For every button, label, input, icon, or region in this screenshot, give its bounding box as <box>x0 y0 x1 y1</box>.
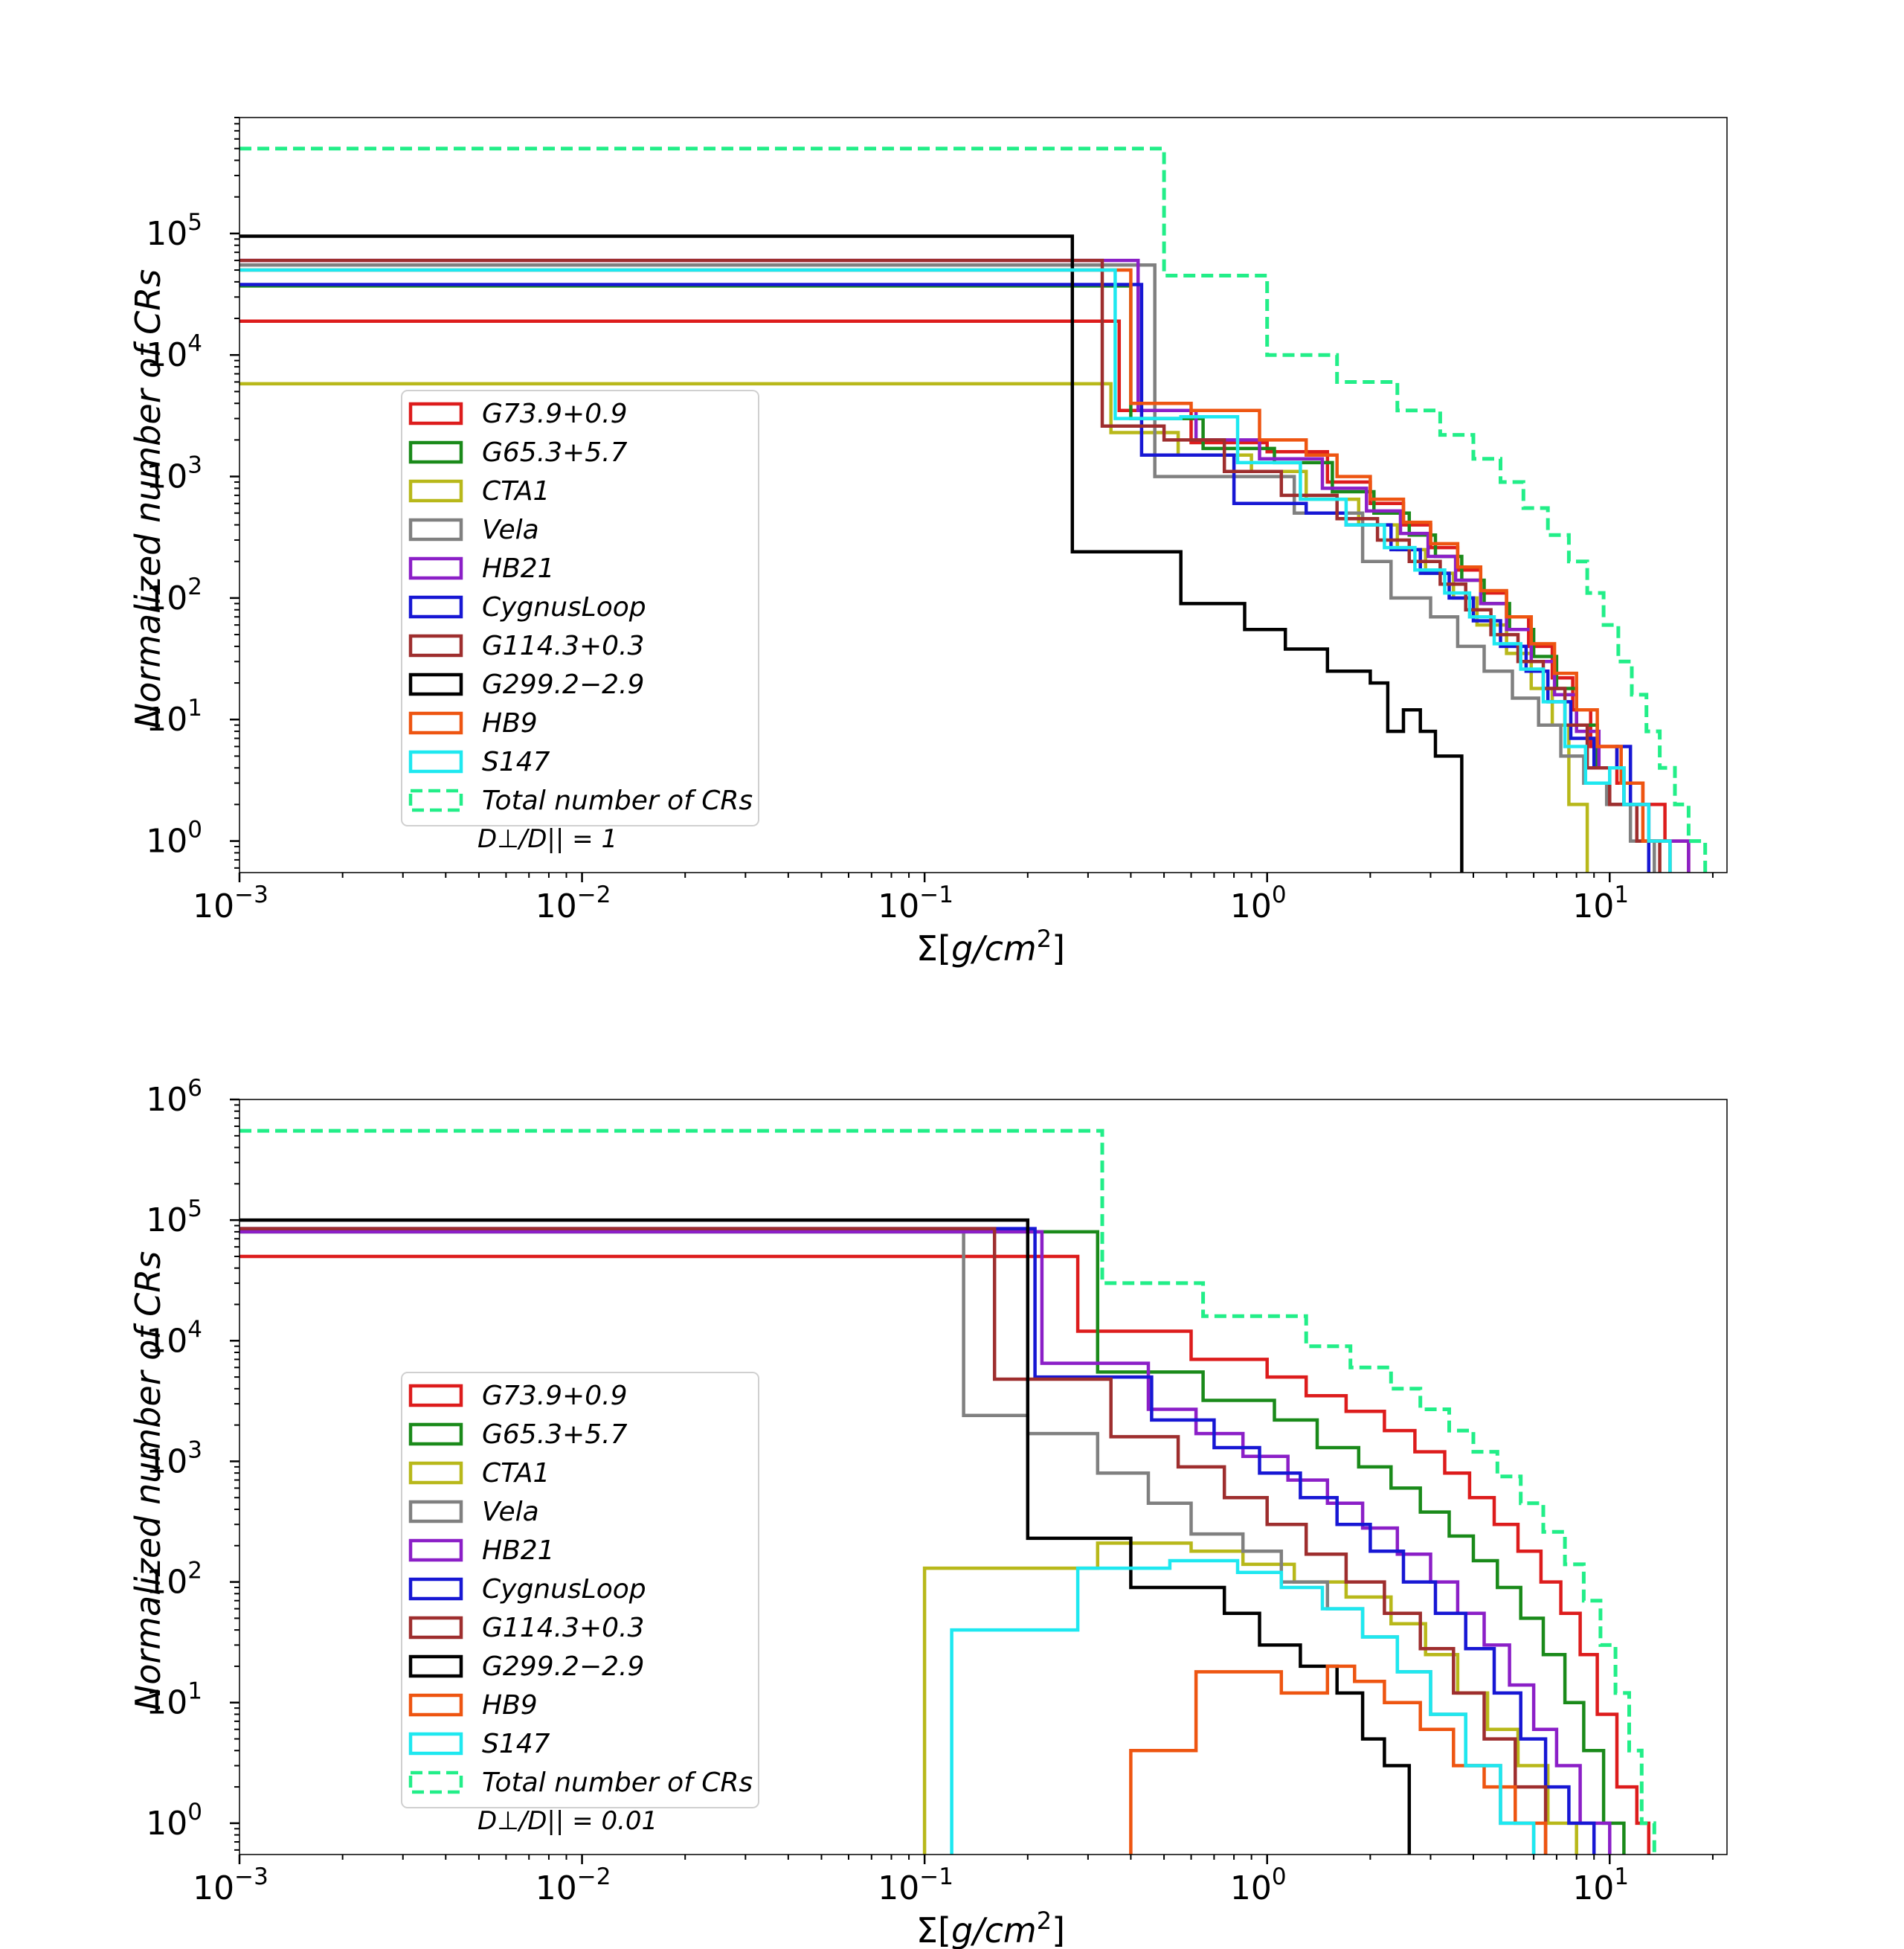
legend-swatch-g114-3-0-3 <box>408 1616 463 1640</box>
series-line-g65-3-5-7 <box>239 1230 1626 1855</box>
legend-label: HB9 <box>482 1690 538 1721</box>
legend-swatch-g114-3-0-3 <box>408 634 463 658</box>
x-tick-label: 100 <box>1230 882 1287 925</box>
x-axis-label: Σ[g/cm2] <box>916 1907 1065 1949</box>
diffusion-annotation: D⊥/D|| = 0.01 <box>477 1806 657 1836</box>
legend-swatch-hb9 <box>408 711 463 735</box>
series-line-s147 <box>239 268 1672 873</box>
series-line-total-number-of-crs <box>239 1128 1656 1855</box>
y-tick-label: 100 <box>146 817 202 861</box>
legend-label: G73.9+0.9 <box>482 1381 627 1411</box>
legend-label: G114.3+0.3 <box>482 1613 644 1643</box>
y-tick-label: 106 <box>146 1075 202 1119</box>
legend-label: G65.3+5.7 <box>482 1419 628 1450</box>
legend-label: CygnusLoop <box>482 592 646 623</box>
legend-swatch-cygnusloop <box>408 595 463 619</box>
x-axis-label: Σ[g/cm2] <box>916 925 1065 969</box>
legend-label: HB21 <box>482 553 555 584</box>
series-line-g299-2-2-9 <box>239 234 1464 873</box>
series-line-g114-3-0-3 <box>239 258 1662 873</box>
legend-swatch-cta1 <box>408 479 463 503</box>
legend-swatch-g299-2-2-9 <box>408 672 463 696</box>
legend-label: G299.2−2.9 <box>482 670 644 700</box>
y-tick-label: 105 <box>146 209 202 253</box>
plot-frame <box>239 1099 1728 1855</box>
legend-label: HB21 <box>482 1535 555 1566</box>
y-tick-label: 100 <box>146 1799 202 1843</box>
legend-swatch-s147 <box>408 1732 463 1756</box>
y-tick-label: 101 <box>146 1678 202 1722</box>
x-tick-label: 10−3 <box>193 1863 268 1907</box>
legend-label: CTA1 <box>482 476 550 507</box>
y-tick-label: 104 <box>146 1316 202 1360</box>
legend-swatch-g65-3-5-7 <box>408 1422 463 1446</box>
legend-label: G65.3+5.7 <box>482 437 628 468</box>
x-tick-label: 101 <box>1572 1863 1629 1907</box>
legend-swatch-vela <box>408 518 463 542</box>
series-line-cta1 <box>922 1541 1578 1855</box>
y-tick-label: 103 <box>146 452 202 496</box>
legend-swatch-hb21 <box>408 1538 463 1562</box>
series-line-vela <box>239 263 1656 873</box>
legend-swatch-g73-9-0-9 <box>408 402 463 426</box>
series-line-cygnusloop <box>239 1227 1596 1855</box>
legend-swatch-g73-9-0-9 <box>408 1384 463 1407</box>
y-axis-label: Normalized number of CRs <box>128 269 168 728</box>
diffusion-annotation: D⊥/D|| = 1 <box>477 824 617 854</box>
series-line-s147 <box>950 1558 1536 1855</box>
series-line-hb21 <box>239 1230 1612 1855</box>
y-tick-label: 103 <box>146 1436 202 1480</box>
legend-swatch-total-number-of-crs <box>408 789 463 812</box>
legend-box <box>401 1372 759 1808</box>
series-line-hb9 <box>239 268 1672 873</box>
legend-label: CygnusLoop <box>482 1574 646 1605</box>
x-tick-label: 100 <box>1230 1863 1287 1907</box>
legend-label: Vela <box>482 515 539 545</box>
legend-swatch-hb9 <box>408 1693 463 1717</box>
legend-swatch-s147 <box>408 750 463 774</box>
legend-label: S147 <box>482 1729 550 1759</box>
series-line-total-number-of-crs <box>239 147 1708 873</box>
y-tick-label: 101 <box>146 695 202 739</box>
legend-label: Total number of CRs <box>482 786 753 816</box>
legend-swatch-g299-2-2-9 <box>408 1654 463 1678</box>
legend-swatch-vela <box>408 1500 463 1523</box>
legend-swatch-cygnusloop <box>408 1577 463 1601</box>
y-tick-label: 105 <box>146 1195 202 1239</box>
x-tick-label: 10−2 <box>536 882 611 925</box>
y-tick-label: 102 <box>146 1558 202 1602</box>
legend-label: Vela <box>482 1497 539 1527</box>
y-axis-label: Normalized number of CRs <box>128 1251 168 1710</box>
y-tick-label: 104 <box>146 330 202 374</box>
series-line-g73-9-0-9 <box>239 1254 1651 1855</box>
legend-label: CTA1 <box>482 1458 550 1489</box>
legend-swatch-total-number-of-crs <box>408 1770 463 1794</box>
series-line-g114-3-0-3 <box>239 1227 1548 1855</box>
y-tick-label: 102 <box>146 574 202 617</box>
x-tick-label: 10−2 <box>536 1863 611 1907</box>
series-line-g299-2-2-9 <box>239 1218 1412 1855</box>
legend-label: G73.9+0.9 <box>482 399 627 429</box>
legend-label: Total number of CRs <box>482 1767 753 1798</box>
series-group <box>239 147 1708 873</box>
series-group <box>239 1128 1656 1855</box>
legend-swatch-hb21 <box>408 556 463 580</box>
legend-label: HB9 <box>482 708 538 739</box>
legend-label: G114.3+0.3 <box>482 631 644 661</box>
legend-swatch-g65-3-5-7 <box>408 440 463 464</box>
plot-frame <box>239 117 1728 873</box>
chart-panel-bottom: 10−3 10−2 10−1 100 101 100 101 102 103 104 105 106 Σ… <box>128 1075 1728 1949</box>
x-tick-label: 101 <box>1572 882 1629 925</box>
x-tick-label: 10−3 <box>193 882 268 925</box>
chart-panel-top: 10−3 10−2 10−1 100 101 100 101 102 103 104 105 Σ[g/… <box>128 117 1728 969</box>
legend-label: G299.2−2.9 <box>482 1651 644 1682</box>
legend-box <box>401 390 759 826</box>
legend-label: S147 <box>482 747 550 777</box>
legend-swatch-cta1 <box>408 1461 463 1485</box>
x-tick-label: 10−1 <box>878 1863 953 1907</box>
x-tick-label: 10−1 <box>878 882 953 925</box>
